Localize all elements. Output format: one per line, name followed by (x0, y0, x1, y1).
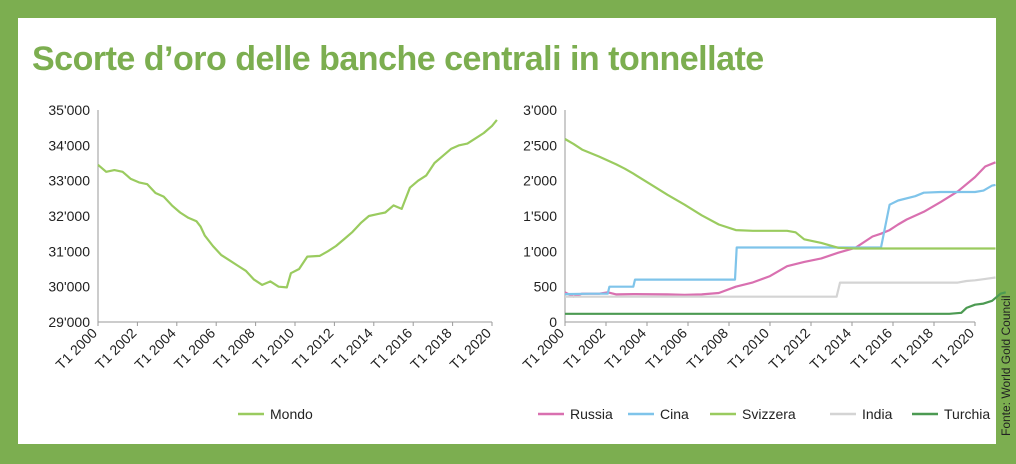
y-tick-label: 500 (534, 279, 558, 295)
series-line-svizzera (564, 138, 996, 250)
y-tick-label: 0 (549, 314, 557, 330)
y-tick-label: 29'000 (48, 314, 90, 330)
chart-mondo: 29'000 30'000 31'000 32'000 33'000 34'000 35'0… (48, 102, 498, 422)
legend-label-svizzera: Svizzera (742, 406, 796, 422)
x-tick-label: T1 2014 (806, 325, 854, 373)
y-tick-label: 35'000 (48, 102, 90, 118)
y-tick-label: 31'000 (48, 243, 90, 259)
series-line-india (565, 276, 996, 298)
y-tick-label: 1'000 (523, 243, 557, 259)
x-tick-label: T1 2012 (765, 325, 813, 373)
legend-label-turchia: Turchia (944, 406, 990, 422)
legend-label-russia: Russia (570, 406, 613, 422)
legend-label-india: India (862, 406, 893, 422)
series-line-cina (564, 183, 996, 296)
legend-label-cina: Cina (660, 406, 689, 422)
legend-label-mondo: Mondo (270, 406, 313, 422)
y-tick-label: 30'000 (48, 279, 90, 295)
y-tick-label: 34'000 (48, 137, 90, 153)
x-tick-label: T1 2006 (642, 325, 690, 373)
series-line-russia (564, 161, 996, 298)
x-tick-label: T1 2018 (888, 325, 936, 373)
x-tick-label: T1 2020 (929, 325, 977, 373)
x-tick-label: T1 2010 (724, 325, 772, 373)
series-line-turchia (565, 291, 1006, 315)
x-tick-label: T1 2000 (519, 325, 567, 373)
series-line-mondo (97, 119, 498, 289)
chart-panel (18, 18, 996, 444)
x-tick-label: T1 2008 (683, 325, 731, 373)
page-title: Scorte d’oro delle banche centrali in to… (32, 40, 764, 78)
y-tick-label: 2'000 (523, 173, 557, 189)
y-tick-label: 2'500 (523, 137, 557, 153)
y-tick-label: 3'000 (523, 102, 557, 118)
x-tick-label: T1 2002 (560, 325, 608, 373)
y-tick-label: 33'000 (48, 173, 90, 189)
y-tick-label: 1'500 (523, 208, 557, 224)
y-tick-label: 32'000 (48, 208, 90, 224)
x-tick-label: T1 2016 (847, 325, 895, 373)
x-tick-label: T1 2004 (601, 325, 649, 373)
